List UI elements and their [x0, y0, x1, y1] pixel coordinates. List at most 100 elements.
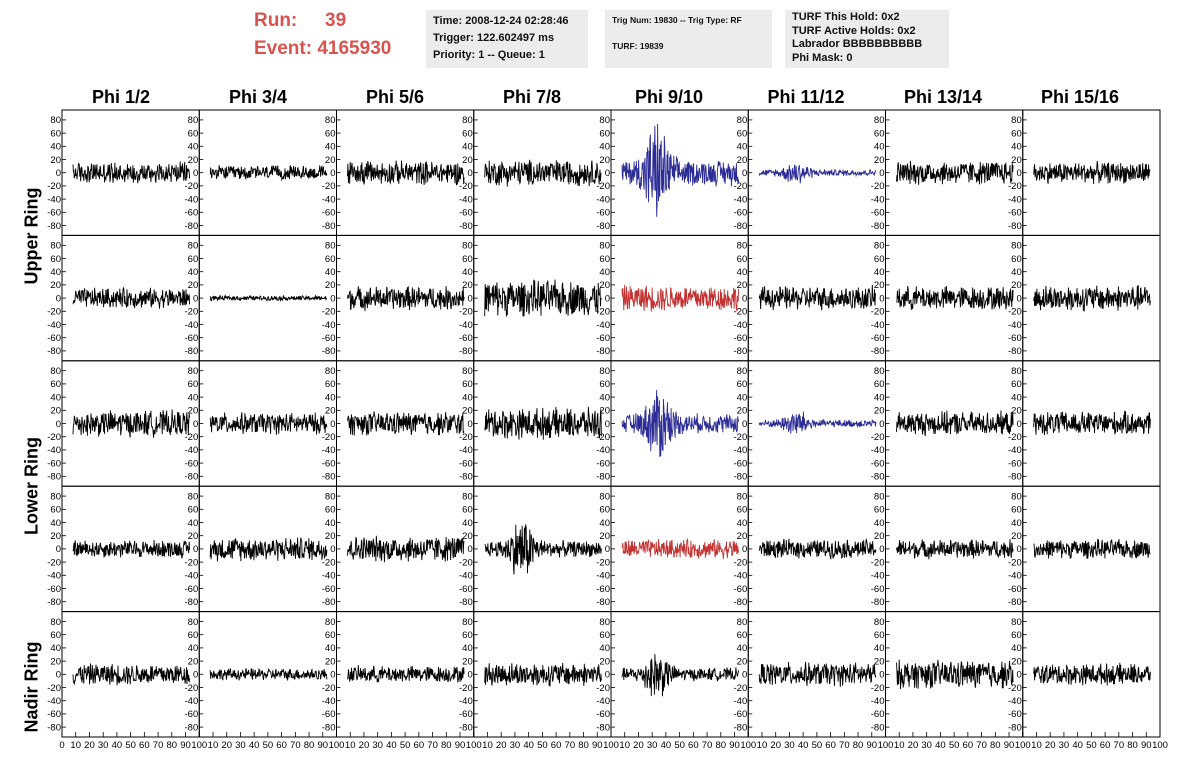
y-tick-label: 40 [462, 518, 473, 529]
y-tick-label: 80 [462, 241, 473, 252]
y-tick-label: -60 [322, 584, 336, 595]
y-tick-label: -80 [185, 597, 199, 608]
y-tick-label: -20 [185, 432, 199, 443]
y-tick-label: -60 [185, 458, 199, 469]
y-tick-label: -40 [459, 445, 473, 456]
waveform-trace [484, 279, 602, 317]
y-tick-label: 0 [742, 544, 747, 555]
y-tick-label: 40 [1011, 267, 1022, 278]
y-tick-label: 0 [467, 544, 472, 555]
y-tick-label: 60 [325, 505, 336, 516]
y-tick-label: 60 [50, 254, 61, 265]
y-tick-label: 80 [599, 241, 610, 252]
y-tick-label: 0 [467, 419, 472, 430]
y-tick-label: 0 [330, 168, 335, 179]
x-tick-label: 40 [249, 740, 260, 751]
y-tick-label: 0 [56, 670, 61, 681]
y-tick-label: -80 [1008, 346, 1022, 357]
y-tick-label: 60 [188, 254, 199, 265]
y-tick-label: -20 [734, 181, 748, 192]
waveform-trace [1033, 410, 1151, 436]
y-tick-label: 80 [325, 491, 336, 502]
y-tick-label: 40 [325, 643, 336, 654]
y-tick-label: -80 [459, 597, 473, 608]
y-tick-label: 0 [56, 168, 61, 179]
x-tick-label: 30 [784, 740, 795, 751]
x-tick-label: 70 [702, 740, 713, 751]
y-tick-label: -40 [185, 445, 199, 456]
x-tick-label: 80 [853, 740, 864, 751]
y-tick-label: -80 [734, 722, 748, 733]
y-tick-label: 40 [188, 392, 199, 403]
y-tick-label: -40 [47, 696, 61, 707]
y-tick-label: -20 [459, 307, 473, 318]
run-value: 39 [325, 10, 347, 31]
y-tick-label: -20 [596, 307, 610, 318]
y-tick-label: -20 [1008, 683, 1022, 694]
y-tick-label: -20 [459, 557, 473, 568]
y-tick-label: -60 [459, 333, 473, 344]
y-tick-label: 40 [1011, 643, 1022, 654]
y-tick-label: 80 [462, 366, 473, 377]
y-tick-label: -80 [47, 221, 61, 232]
waveform-trace [621, 123, 740, 217]
y-tick-label: 20 [462, 155, 473, 166]
y-tick-label: 40 [599, 643, 610, 654]
y-tick-label: -80 [459, 221, 473, 232]
waveform-trace [347, 665, 465, 683]
x-tick-label: 80 [990, 740, 1001, 751]
x-tick-label: 30 [98, 740, 109, 751]
y-tick-label: 40 [599, 142, 610, 153]
column-header-phi-11-12: Phi 11/12 [767, 87, 845, 107]
y-tick-label: -40 [596, 571, 610, 582]
y-tick-label: 0 [1016, 168, 1021, 179]
y-tick-label: 20 [188, 155, 199, 166]
y-tick-label: 80 [737, 241, 748, 252]
y-tick-label: -40 [1008, 571, 1022, 582]
column-header-phi-1-2: Phi 1/2 [91, 87, 151, 107]
y-tick-label: -80 [596, 221, 610, 232]
y-tick-label: -60 [322, 709, 336, 720]
y-tick-label: 20 [874, 155, 885, 166]
column-header-phi-13-14: Phi 13/14 [903, 87, 983, 107]
y-tick-label: 60 [874, 379, 885, 390]
y-tick-label: -20 [322, 683, 336, 694]
y-tick-label: 0 [879, 168, 884, 179]
y-tick-label: 80 [1011, 617, 1022, 628]
y-tick-label: 60 [462, 254, 473, 265]
y-tick-label: 40 [1011, 142, 1022, 153]
y-tick-label: 60 [462, 128, 473, 139]
y-tick-label: 40 [50, 267, 61, 278]
y-tick-label: 40 [325, 392, 336, 403]
x-tick-label: 30 [372, 740, 383, 751]
waveform-trace [347, 160, 465, 186]
y-tick-label: 80 [188, 241, 199, 252]
y-tick-label: -80 [871, 472, 885, 483]
y-tick-label: 60 [599, 505, 610, 516]
y-tick-label: 80 [462, 491, 473, 502]
turf-hold-text: TURF This Hold: 0x2 [792, 11, 900, 23]
y-tick-label: 80 [737, 115, 748, 126]
y-tick-label: 20 [599, 531, 610, 542]
y-tick-label: -40 [185, 571, 199, 582]
y-tick-label: -40 [47, 571, 61, 582]
x-tick-label: 60 [551, 740, 562, 751]
y-tick-label: 20 [50, 280, 61, 291]
y-tick-label: -20 [596, 557, 610, 568]
y-tick-label: -60 [734, 208, 748, 219]
waveform-trace [621, 537, 740, 559]
y-tick-label: 80 [50, 617, 61, 628]
y-tick-label: 20 [462, 531, 473, 542]
x-tick-label: 100 [740, 740, 756, 751]
phi-mask-text: Phi Mask: 0 [792, 51, 853, 64]
y-tick-label: -20 [1008, 557, 1022, 568]
waveform-trace [621, 389, 740, 458]
y-tick-label: -80 [459, 346, 473, 357]
y-tick-label: 80 [874, 491, 885, 502]
y-tick-label: 20 [188, 406, 199, 417]
y-tick-label: -40 [1008, 445, 1022, 456]
y-tick-label: -80 [185, 472, 199, 483]
y-tick-label: 80 [462, 617, 473, 628]
y-tick-label: -40 [871, 320, 885, 331]
x-tick-label: 10 [70, 740, 81, 751]
